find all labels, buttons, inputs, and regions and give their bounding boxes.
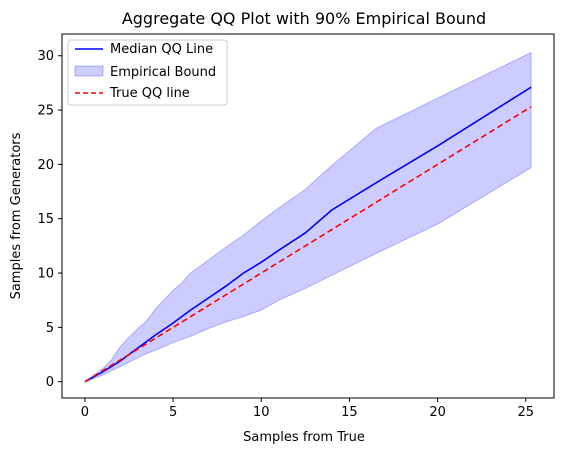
legend-box (67, 39, 228, 106)
y-tick-label: 20 (37, 158, 54, 173)
legend-median-label: Median QQ Line (110, 42, 213, 57)
legend-true-label: True QQ line (109, 86, 190, 101)
legend-bound-swatch (74, 65, 104, 77)
plot-frame (61, 33, 555, 399)
plot-area (84, 51, 532, 383)
x-axis-ticks: 0 5 10 15 20 25 (81, 398, 534, 420)
y-tick-label: 25 (37, 104, 54, 119)
x-tick-label: 5 (169, 405, 177, 420)
legend: Median QQ Line Empirical Bound True QQ l… (67, 39, 228, 106)
y-tick-label: 30 (37, 49, 54, 64)
band-layer (84, 51, 532, 383)
x-tick-label: 20 (429, 405, 446, 420)
x-tick-label: 25 (518, 405, 535, 420)
y-tick-label: 0 (46, 375, 54, 390)
true-qq-line (84, 106, 532, 383)
y-axis-ticks: 0 5 10 15 20 25 30 (37, 49, 62, 390)
y-tick-label: 5 (46, 321, 54, 336)
legend-bound-label: Empirical Bound (110, 65, 216, 80)
x-axis-label: Samples from True (243, 430, 365, 445)
empirical-bound-band (84, 51, 532, 383)
median-qq-line (84, 86, 532, 383)
chart-title: Aggregate QQ Plot with 90% Empirical Bou… (122, 9, 486, 28)
y-tick-label: 15 (37, 212, 54, 227)
x-tick-label: 10 (253, 405, 270, 420)
y-tick-label: 10 (37, 267, 54, 282)
x-tick-label: 15 (341, 405, 358, 420)
y-axis-label: Samples from Generators (9, 132, 24, 299)
line-layer (84, 86, 532, 383)
x-tick-label: 0 (81, 405, 89, 420)
